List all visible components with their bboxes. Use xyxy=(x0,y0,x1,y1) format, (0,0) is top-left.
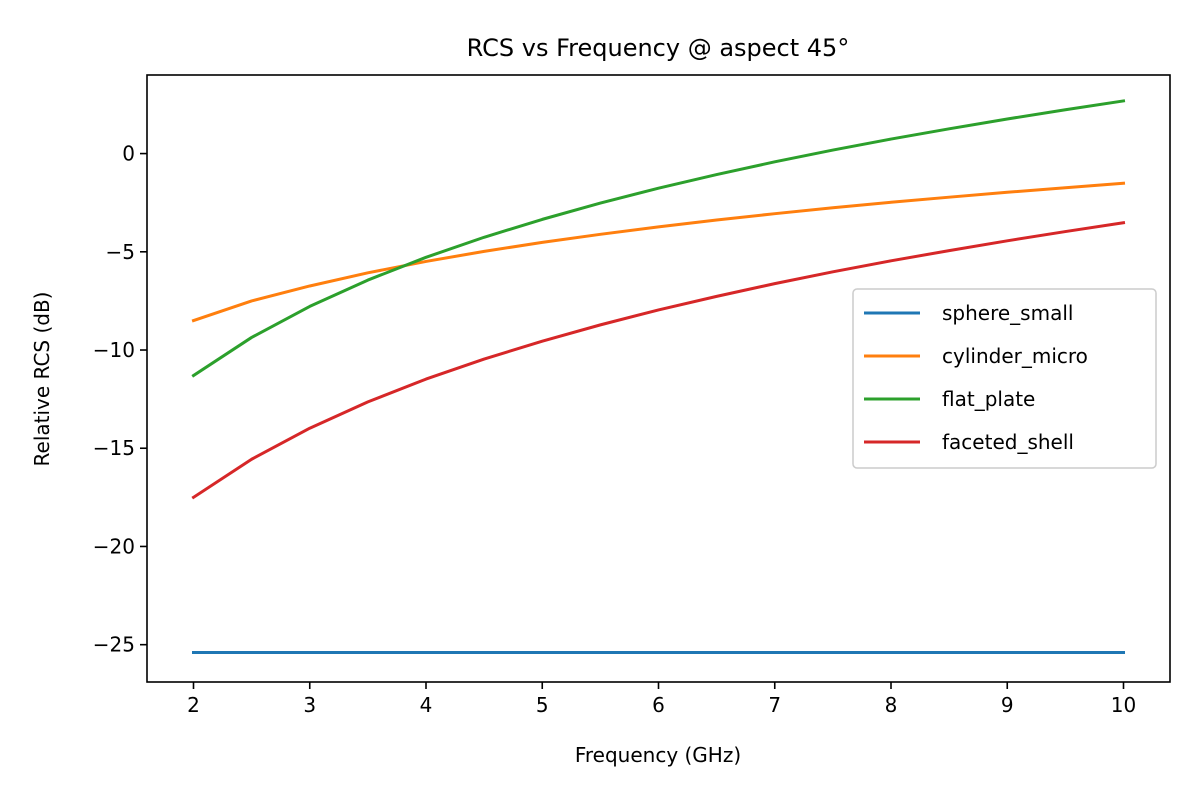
legend-label-sphere-small: sphere_small xyxy=(942,301,1073,325)
legend-label-flat-plate: flat_plate xyxy=(942,387,1035,411)
y-tick-label: −5 xyxy=(106,240,135,264)
x-tick-label: 8 xyxy=(885,693,898,717)
y-tick-label: −15 xyxy=(93,436,135,460)
legend-label-faceted-shell: faceted_shell xyxy=(942,430,1074,454)
y-tick-label: 0 xyxy=(122,142,135,166)
series-line-faceted-shell xyxy=(191,221,1126,500)
series-line-flat-plate xyxy=(191,99,1126,378)
y-tick-label: −25 xyxy=(93,633,135,657)
x-axis-ticks: 2 3 4 5 6 7 8 9 10 xyxy=(187,682,1136,717)
legend-box xyxy=(852,288,1157,469)
y-axis-ticks: 0 −5 −10 −15 −20 −25 xyxy=(93,142,147,657)
x-tick-label: 7 xyxy=(768,693,781,717)
legend: sphere_small cylinder_micro flat_plateface… xyxy=(852,288,1157,469)
series-layer xyxy=(191,99,1126,655)
y-tick-label: −10 xyxy=(93,338,135,362)
legend-label-cylinder-micro: cylinder_micro xyxy=(942,344,1088,368)
x-tick-label: 4 xyxy=(420,693,433,717)
y-tick-label: −20 xyxy=(93,534,135,558)
chart-title: RCS vs Frequency @ aspect 45° xyxy=(467,34,850,62)
x-tick-label: 3 xyxy=(303,693,316,717)
y-axis-label: Relative RCS (dB) xyxy=(30,292,54,467)
x-tick-label: 6 xyxy=(652,693,665,717)
x-tick-label: 2 xyxy=(187,693,200,717)
x-tick-label: 9 xyxy=(1001,693,1014,717)
x-axis-label: Frequency (GHz) xyxy=(575,743,741,767)
series-line-cylinder-micro xyxy=(191,181,1126,323)
x-tick-label: 5 xyxy=(536,693,549,717)
x-tick-label: 10 xyxy=(1111,693,1136,717)
